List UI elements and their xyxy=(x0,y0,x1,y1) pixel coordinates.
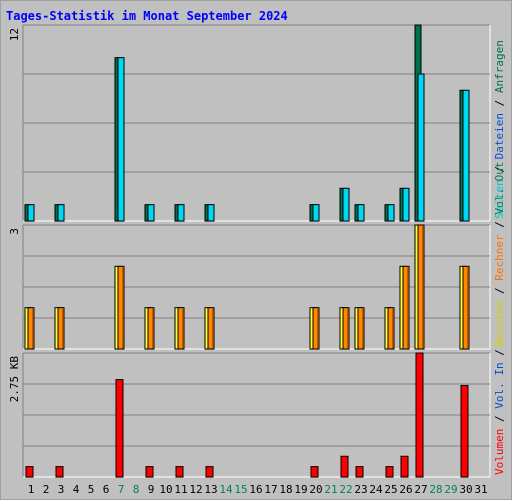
bar-dateien-day-1 xyxy=(27,204,35,222)
middle-legend-labels: Besuche / Rechner / Vol. Out xyxy=(493,162,506,347)
legend-label-: / xyxy=(493,221,506,234)
bar-rechner-day-13 xyxy=(207,307,215,350)
bar-volumen-day-20 xyxy=(310,466,319,478)
x-tick-label-1: 1 xyxy=(28,483,35,496)
bar-volumen-day-9 xyxy=(145,466,154,478)
x-tick-label-25: 25 xyxy=(384,483,397,496)
legend-label-anfragen: Anfragen xyxy=(493,40,506,100)
top-legend-labels: Seiten / Dateien / Anfragen xyxy=(493,40,506,219)
bar-dateien-day-3 xyxy=(57,204,65,222)
legend-label-besuche: Besuche xyxy=(493,301,506,347)
bar-rechner-day-11 xyxy=(177,307,185,350)
x-tick-label-23: 23 xyxy=(354,483,367,496)
x-tick-label-2: 2 xyxy=(43,483,50,496)
x-tick-label-20: 20 xyxy=(309,483,322,496)
x-tick-label-21: 21 xyxy=(324,483,337,496)
legend-label-seiten: Seiten xyxy=(493,179,506,219)
bar-rechner-day-9 xyxy=(147,307,155,350)
bar-dateien-day-11 xyxy=(177,204,185,222)
legend-label-: / xyxy=(493,349,506,362)
bar-dateien-day-13 xyxy=(207,204,215,222)
bar-dateien-day-26 xyxy=(402,187,410,222)
bar-dateien-day-22 xyxy=(342,187,350,222)
x-tick-label-24: 24 xyxy=(369,483,383,496)
bar-volumen-day-23 xyxy=(355,466,364,478)
bar-rechner-day-22 xyxy=(342,307,350,350)
bar-volumen-day-3 xyxy=(55,466,64,478)
x-tick-label-10: 10 xyxy=(159,483,172,496)
bar-volumen-day-26 xyxy=(400,455,409,478)
bar-dateien-day-25 xyxy=(387,204,395,222)
x-tick-label-14: 14 xyxy=(219,483,233,496)
bar-rechner-day-27 xyxy=(417,224,425,350)
bar-rechner-day-3 xyxy=(57,307,65,350)
bar-dateien-day-30 xyxy=(462,89,470,222)
legend-label-: / xyxy=(493,415,506,428)
bar-rechner-day-1 xyxy=(27,307,35,350)
x-tick-label-16: 16 xyxy=(249,483,262,496)
bar-volumen-day-7 xyxy=(115,379,124,478)
bar-volumen-day-25 xyxy=(385,466,394,478)
legend-label-: / xyxy=(493,166,506,179)
bottom-scale-label: 2.75 KB xyxy=(8,356,21,403)
bar-rechner-day-26 xyxy=(402,265,410,350)
x-tick-label-12: 12 xyxy=(189,483,202,496)
bar-volumen-day-22 xyxy=(340,455,349,478)
x-tick-label-19: 19 xyxy=(294,483,307,496)
bar-rechner-day-25 xyxy=(387,307,395,350)
x-tick-label-31: 31 xyxy=(474,483,487,496)
chart-title: Tages-Statistik im Monat September 2024 xyxy=(6,9,288,23)
x-tick-label-13: 13 xyxy=(204,483,217,496)
x-tick-label-3: 3 xyxy=(58,483,65,496)
x-tick-label-6: 6 xyxy=(103,483,110,496)
bottom-legend-labels: Volumen / Vol. In / xyxy=(493,349,506,475)
bar-volumen-day-11 xyxy=(175,466,184,478)
legend-label-rechner: Rechner xyxy=(493,234,506,287)
x-tick-label-28: 28 xyxy=(429,483,442,496)
x-tick-label-30: 30 xyxy=(459,483,472,496)
legend-label-: / xyxy=(493,100,506,113)
middle-scale-label: 3 xyxy=(8,228,21,235)
legend-label-vol-in: Vol. In xyxy=(493,362,506,415)
bar-dateien-day-7 xyxy=(117,57,125,222)
legend-label-vol-out: Vol. Out xyxy=(493,162,506,222)
x-tick-label-22: 22 xyxy=(339,483,352,496)
bar-dateien-day-20 xyxy=(312,204,320,222)
x-tick-label-18: 18 xyxy=(279,483,292,496)
bar-rechner-day-30 xyxy=(462,265,470,350)
x-tick-label-7: 7 xyxy=(118,483,125,496)
bar-rechner-day-23 xyxy=(357,307,365,350)
x-tick-label-15: 15 xyxy=(234,483,247,496)
bar-volumen-day-27 xyxy=(415,352,424,478)
x-tick-label-8: 8 xyxy=(133,483,140,496)
x-tick-label-29: 29 xyxy=(444,483,457,496)
legend-label-dateien: Dateien xyxy=(493,113,506,166)
x-tick-label-17: 17 xyxy=(264,483,277,496)
x-tick-label-27: 27 xyxy=(414,483,427,496)
bar-rechner-day-7 xyxy=(117,265,125,350)
bar-rechner-day-20 xyxy=(312,307,320,350)
bar-volumen-day-30 xyxy=(460,384,469,478)
x-tick-label-9: 9 xyxy=(148,483,155,496)
bar-dateien-day-23 xyxy=(357,204,365,222)
top-scale-label: 12 xyxy=(8,28,21,41)
bar-volumen-day-13 xyxy=(205,466,214,478)
legend-label-: / xyxy=(493,287,506,300)
x-tick-label-5: 5 xyxy=(88,483,95,496)
bar-volumen-day-1 xyxy=(25,466,34,478)
x-tick-label-4: 4 xyxy=(73,483,80,496)
x-tick-label-11: 11 xyxy=(174,483,187,496)
x-tick-label-26: 26 xyxy=(399,483,412,496)
legend-label-volumen: Volumen xyxy=(493,429,506,475)
bar-dateien-day-27 xyxy=(417,73,425,222)
bar-dateien-day-9 xyxy=(147,204,155,222)
